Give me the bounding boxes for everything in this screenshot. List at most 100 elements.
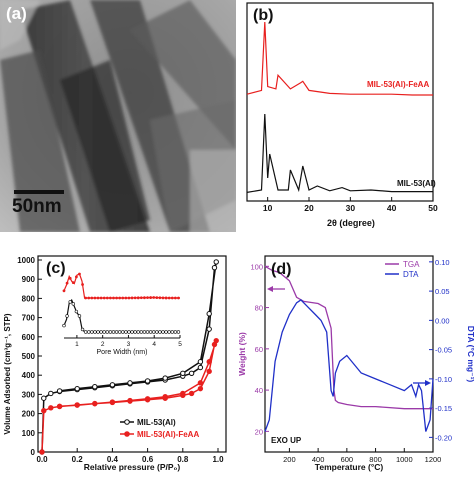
inset-feaa-point	[87, 296, 91, 300]
isotherm-mil53-point	[109, 382, 116, 388]
dta-ytick-label: 0.10	[435, 258, 450, 267]
isotherm-mil53-point	[211, 264, 218, 271]
isotherm-frame	[37, 255, 227, 453]
tem-image-panel: (a) 50nm	[0, 0, 236, 232]
inset-mil53-point	[99, 330, 103, 334]
inset-feaa-line	[63, 273, 180, 299]
tga-xtick-label: 1200	[425, 455, 442, 464]
inset-feaa-point	[173, 296, 177, 300]
xrd-chart: 10 20 30 40 50 (b) MIL-53(Al)-FeAA MIL-53(Al…	[246, 2, 438, 228]
tga-xtick-label: 1000	[396, 455, 413, 464]
inset-feaa-point	[71, 281, 75, 285]
isotherm-feaa-point	[188, 390, 195, 397]
isotherm-mil53-point	[92, 384, 98, 390]
inset-feaa-point	[136, 296, 140, 300]
inset-feaa-point	[93, 296, 97, 300]
inset-mil53-point	[93, 330, 97, 334]
isotherm-xtick-label: 0.4	[107, 455, 119, 464]
inset-feaa-point	[124, 296, 128, 300]
isotherm-ytick-label: 800	[22, 294, 36, 303]
scale-bar-label: 50nm	[12, 196, 62, 217]
isotherm-xtick-label: 0.0	[36, 455, 48, 464]
isotherm-panel: 0 100 200 300 400 500 600 700 800 900 1000 0.0 0.2 0.…	[0, 242, 237, 474]
dta-line	[264, 299, 434, 432]
inset-mil53-point	[155, 330, 159, 334]
inset-feaa-point	[65, 281, 69, 285]
scale-bar	[14, 190, 64, 194]
panel-d-letter: (d)	[271, 261, 291, 278]
xrd-mil53-label: MIL-53(Al)	[397, 179, 436, 188]
isotherm-mil53-line	[41, 261, 217, 453]
isotherm-ytick-label: 400	[22, 371, 36, 380]
isotherm-feaa-point	[144, 396, 151, 402]
xrd-feaa-line	[246, 21, 433, 96]
tga-ytick-label: 100	[250, 262, 263, 271]
inset-mil53-point	[127, 330, 131, 334]
tga-xtick-label: 400	[312, 455, 325, 464]
inset-mil53-point	[68, 300, 72, 304]
isotherm-feaa-point	[197, 385, 204, 392]
isotherm-mil53-point	[213, 259, 219, 265]
isotherm-xtick-label: 0.6	[142, 455, 154, 464]
inset-mil53-point	[77, 314, 82, 318]
inset-feaa-point	[68, 276, 72, 280]
xrd-xtick-label: 10	[263, 203, 273, 213]
inset-mil53-point	[121, 330, 125, 334]
isotherm-feaa-point	[162, 394, 168, 400]
isotherm-xtick-label: 0.2	[72, 455, 84, 464]
xrd-feaa-label: MIL-53(Al)-FeAA	[367, 80, 429, 89]
inset-mil53-point	[80, 327, 85, 332]
inset-feaa-point	[155, 296, 159, 300]
inset-feaa-point	[167, 296, 171, 300]
inset-feaa-point	[62, 289, 66, 293]
tem-micrograph	[0, 0, 236, 232]
inset-feaa-point	[112, 296, 115, 300]
tga-legend: TGA DTA	[385, 260, 420, 279]
inset-feaa-point	[158, 296, 162, 300]
dta-ytick-label: -0.10	[435, 375, 452, 384]
isotherm-feaa-point	[41, 408, 47, 414]
inset-mil53-point	[167, 330, 171, 334]
inset-mil53-point	[148, 330, 153, 334]
isotherm-feaa-point	[197, 380, 204, 386]
isotherm-xtick-label: 0.8	[177, 455, 189, 464]
inset-feaa-point	[127, 296, 131, 300]
isotherm-mil53-point	[206, 326, 212, 332]
tga-chart: 20 40 60 80 100 -0.20 -0.15 -0.10 -0.05 0.00 0.05 0…	[237, 255, 474, 472]
tga-frame	[264, 255, 434, 453]
inset-xlabel: Pore Width (nm)	[97, 349, 148, 356]
isotherm-mil53-point	[127, 380, 133, 386]
isotherm-feaa-point	[109, 399, 116, 405]
isotherm-ytick-label: 0	[31, 448, 36, 457]
inset-feaa-point	[177, 296, 180, 300]
tem-rods	[0, 0, 236, 232]
inset-mil53-point	[133, 330, 137, 334]
xrd-xtick-label: 20	[304, 203, 314, 213]
dta-ytick-label: -0.15	[435, 404, 452, 413]
inset-mil53-point	[164, 330, 168, 334]
inset-feaa-point	[102, 296, 106, 300]
inset-feaa-point	[133, 296, 137, 300]
isotherm-ytick-label: 300	[22, 390, 36, 399]
dta-arrow-right	[413, 380, 431, 386]
isotherm-ylabel: Volume Adsorbed (cm³g⁻¹, STP)	[3, 313, 12, 434]
inset-feaa-point	[99, 296, 103, 300]
inset-feaa-point	[130, 296, 134, 300]
legend-tga: TGA	[403, 260, 420, 269]
inset-feaa-point	[78, 272, 81, 276]
inset-feaa-point	[152, 296, 156, 299]
inset-mil53-point	[142, 330, 147, 334]
inset-feaa-point	[84, 296, 88, 300]
inset-mil53-point	[173, 330, 178, 334]
dta-ytick-label: -0.05	[435, 346, 452, 355]
inset-mil53-point	[108, 330, 113, 334]
tga-ytick-label: 20	[255, 427, 263, 436]
isotherm-mil53-point	[144, 378, 151, 384]
isotherm-xtick-label: 1.0	[212, 455, 224, 464]
isotherm-mil53-point	[180, 370, 186, 376]
isotherm-feaa-point	[206, 368, 212, 375]
inset-feaa-point	[139, 296, 143, 300]
isotherm-feaa-point	[39, 449, 45, 455]
isotherm-feaa-point	[92, 400, 98, 407]
tga-xtick-label: 600	[341, 455, 354, 464]
